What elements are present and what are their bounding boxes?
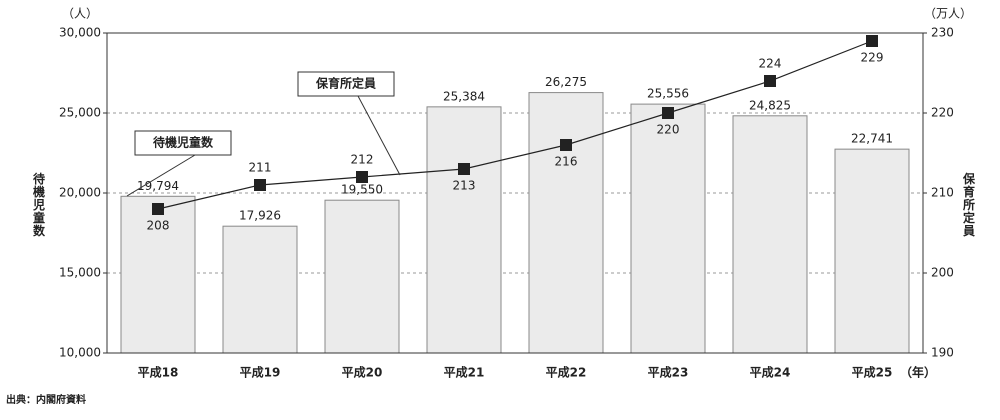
bar-value-label: 19,794 [137, 179, 179, 193]
bar-value-label: 24,825 [749, 98, 791, 112]
y2-tick-label: 220 [931, 106, 954, 120]
line-value-label: 208 [147, 219, 170, 233]
y-tick-label: 15,000 [59, 266, 101, 280]
y2-unit: （万人） [924, 7, 972, 21]
bar [732, 115, 808, 354]
y2-tick-label: 230 [931, 26, 954, 40]
x-tick-label: 平成25 [852, 365, 893, 380]
x-unit: （年） [900, 365, 936, 380]
y2-tick-label: 200 [931, 266, 954, 280]
callout-box [134, 130, 232, 156]
line-value-label: 213 [453, 179, 476, 193]
bar [426, 106, 502, 354]
bar [630, 103, 706, 354]
y2-tick-label: 190 [931, 346, 954, 360]
bar [834, 148, 910, 354]
bar-value-label: 25,556 [647, 87, 689, 101]
x-tick-label: 平成24 [750, 365, 791, 380]
line-marker [152, 203, 164, 215]
legend-label: 保育所定員 [315, 76, 376, 91]
y-tick-label: 25,000 [59, 106, 101, 120]
y-unit: （人） [62, 7, 98, 21]
bar [222, 225, 298, 354]
line-value-label: 216 [555, 155, 578, 169]
line-value-label: 211 [249, 161, 272, 175]
plot-frame [106, 32, 924, 354]
y-tick-label: 20,000 [59, 186, 101, 200]
x-tick-label: 平成22 [546, 365, 587, 380]
line-marker [458, 163, 470, 175]
line-marker [560, 139, 572, 151]
bar-value-label: 17,926 [239, 209, 281, 223]
x-tick-label: 平成18 [138, 365, 179, 380]
callout-leader [357, 95, 401, 176]
line-value-label: 224 [759, 57, 782, 71]
line-value-label: 212 [351, 153, 374, 167]
line-marker [662, 107, 674, 119]
line-marker [764, 75, 776, 87]
bar-value-label: 22,741 [851, 132, 893, 146]
y-tick-label: 10,000 [59, 346, 101, 360]
line-marker [254, 179, 266, 191]
bar [528, 92, 604, 354]
legend-label: 待機児童数 [153, 135, 214, 150]
y-axis-title: 待機児童数 [32, 171, 46, 237]
bar-value-label: 19,550 [341, 183, 383, 197]
line [157, 40, 873, 210]
x-tick-label: 平成20 [342, 365, 383, 380]
line-marker [356, 171, 368, 183]
x-tick-label: 平成21 [444, 365, 485, 380]
y2-axis-title: 保育所定員 [962, 171, 976, 237]
bar [324, 199, 400, 354]
line-marker [866, 35, 878, 47]
callout-leader [126, 154, 196, 197]
source: 出典：内閣府資料 [6, 393, 86, 406]
x-tick-label: 平成23 [648, 365, 689, 380]
x-tick-label: 平成19 [240, 365, 281, 380]
line-value-label: 220 [657, 123, 680, 137]
callout-box [297, 71, 395, 97]
y2-tick-label: 210 [931, 186, 954, 200]
bar-value-label: 26,275 [545, 75, 587, 89]
y-tick-label: 30,000 [59, 26, 101, 40]
line-value-label: 229 [861, 51, 884, 65]
bar-value-label: 25,384 [443, 89, 485, 103]
